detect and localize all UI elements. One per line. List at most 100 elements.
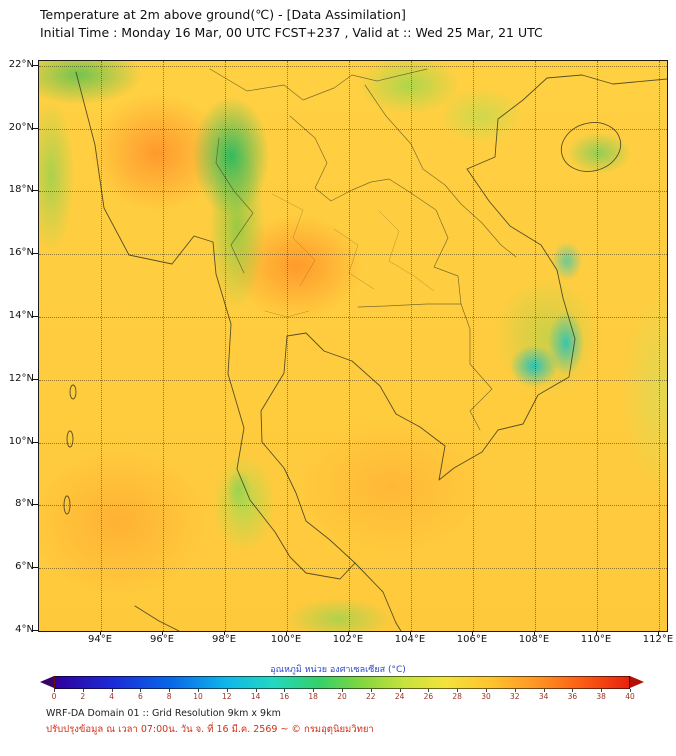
colorbar-tick <box>514 689 516 692</box>
horizontal-gridline <box>39 442 667 444</box>
boundaries-svg <box>63 68 667 631</box>
colorbar-tick <box>601 689 603 692</box>
y-axis-tick-label: 8°N <box>15 498 34 510</box>
colorbar-tick <box>370 689 372 692</box>
y-axis-tick <box>33 567 38 569</box>
colorbar-tick-label: 4 <box>109 692 114 701</box>
x-axis-tick-label: 106°E <box>456 634 488 645</box>
colorbar-tick-label: 28 <box>452 692 462 701</box>
andaman-island-2 <box>66 430 74 448</box>
x-axis-tick-label: 100°E <box>270 634 302 645</box>
colorbar-tick-label: 30 <box>481 692 491 701</box>
horizontal-gridline <box>39 254 667 256</box>
border-thailand-laos-mekong <box>289 115 462 305</box>
x-axis-tick-label: 104°E <box>394 634 426 645</box>
colorbar-tick-label: 36 <box>567 692 578 701</box>
colorbar-tick <box>543 689 545 692</box>
x-axis-tick <box>410 631 411 635</box>
page-subtitle: Initial Time : Monday 16 Mar, 00 UTC FCS… <box>40 25 543 40</box>
colorbar-gradient <box>54 676 630 689</box>
colorbar-tick <box>342 689 343 692</box>
colorbar-left-arrow <box>40 676 54 688</box>
colorbar-tick-label: 22 <box>366 692 376 701</box>
y-axis-tick-label: 14°N <box>8 309 34 321</box>
colorbar-tick-label: 34 <box>538 692 549 701</box>
x-axis-tick <box>658 631 659 635</box>
x-axis-tick <box>224 631 225 635</box>
y-axis-tick <box>33 315 38 317</box>
y-axis-tick-label: 18°N <box>8 184 34 196</box>
colorbar-tick-label: 6 <box>138 692 143 701</box>
colorbar-tick <box>313 689 315 692</box>
y-axis-tick <box>33 441 38 443</box>
x-axis-tick-label: 108°E <box>518 634 550 645</box>
border-myanmar-thailand <box>215 137 254 274</box>
colorbar-label: อุณหภูมิ หน่วย องศาเซลเซียส (°C) <box>270 665 406 675</box>
horizontal-gridline <box>39 128 667 130</box>
page-title: Temperature at 2m above ground(℃) - [Dat… <box>40 7 406 22</box>
x-axis-tick-label: 112°E <box>642 634 674 645</box>
vertical-gridline <box>659 61 660 631</box>
colorbar-tick <box>140 689 142 692</box>
province-boundary-4 <box>378 210 435 292</box>
colorbar-tick <box>111 689 113 692</box>
vertical-gridline <box>101 61 102 631</box>
colorbar-tick-label: 18 <box>308 692 318 701</box>
horizontal-gridline <box>39 505 667 507</box>
border-thailand-cambodia-vietnam <box>357 303 493 431</box>
colorbar-tick-label: 0 <box>51 692 57 701</box>
colorbar-tick <box>572 689 574 692</box>
andaman-island-3 <box>63 495 71 515</box>
colorbar-tick-label: 26 <box>423 692 434 701</box>
province-boundary-3 <box>264 310 310 318</box>
temperature-map <box>38 60 668 632</box>
colorbar-tick-label: 2 <box>80 692 86 701</box>
colorbar-tick-label: 8 <box>166 692 172 701</box>
footer-domain-info: WRF-DA Domain 01 :: Grid Resolution 9km … <box>46 708 281 719</box>
colorbar-tick-label: 10 <box>193 692 203 701</box>
horizontal-gridline <box>39 568 667 570</box>
colorbar-tick-label: 14 <box>250 692 261 701</box>
vertical-gridline <box>349 61 350 631</box>
y-axis-tick-label: 10°N <box>8 435 34 447</box>
colorbar-tick <box>284 689 286 692</box>
colorbar-tick <box>198 689 199 692</box>
colorbar-tick <box>457 689 459 692</box>
y-axis-tick <box>33 127 38 129</box>
y-axis-tick <box>33 253 38 255</box>
x-axis-tick-label: 94°E <box>87 634 113 645</box>
x-axis-tick-label: 96°E <box>149 634 175 645</box>
x-axis-tick <box>596 631 597 635</box>
y-axis-tick <box>33 64 38 66</box>
y-axis-tick-label: 6°N <box>15 561 34 573</box>
y-axis-tick-label: 20°N <box>8 121 34 133</box>
horizontal-gridline <box>39 316 667 318</box>
hainan-island-outline <box>560 122 622 172</box>
x-axis-tick <box>286 631 287 635</box>
colorbar-tick <box>428 689 430 692</box>
colorbar-tick-label: 20 <box>337 692 347 701</box>
colorbar-tick <box>169 689 171 692</box>
x-axis-tick <box>472 631 473 635</box>
x-axis-tick <box>348 631 349 635</box>
y-axis-tick <box>33 378 38 380</box>
y-axis-tick <box>33 629 38 631</box>
andaman-island-1 <box>69 384 77 400</box>
colorbar-tick-label: 40 <box>625 692 635 701</box>
y-axis-tick-label: 16°N <box>8 247 34 259</box>
colorbar-tick-label: 38 <box>596 692 606 701</box>
y-axis-tick-label: 4°N <box>15 623 34 635</box>
vertical-gridline <box>473 61 474 631</box>
horizontal-gridline <box>39 191 667 193</box>
x-axis-tick <box>534 631 535 635</box>
y-axis-tick <box>33 190 38 192</box>
horizontal-gridline <box>39 65 667 67</box>
x-axis-tick <box>100 631 101 635</box>
colorbar-tick-label: 24 <box>394 692 405 701</box>
x-axis-tick-label: 98°E <box>211 634 237 645</box>
horizontal-gridline <box>39 379 667 381</box>
province-boundary-2 <box>333 228 375 290</box>
sumatra-coast <box>134 605 180 631</box>
colorbar-tick <box>226 689 228 692</box>
